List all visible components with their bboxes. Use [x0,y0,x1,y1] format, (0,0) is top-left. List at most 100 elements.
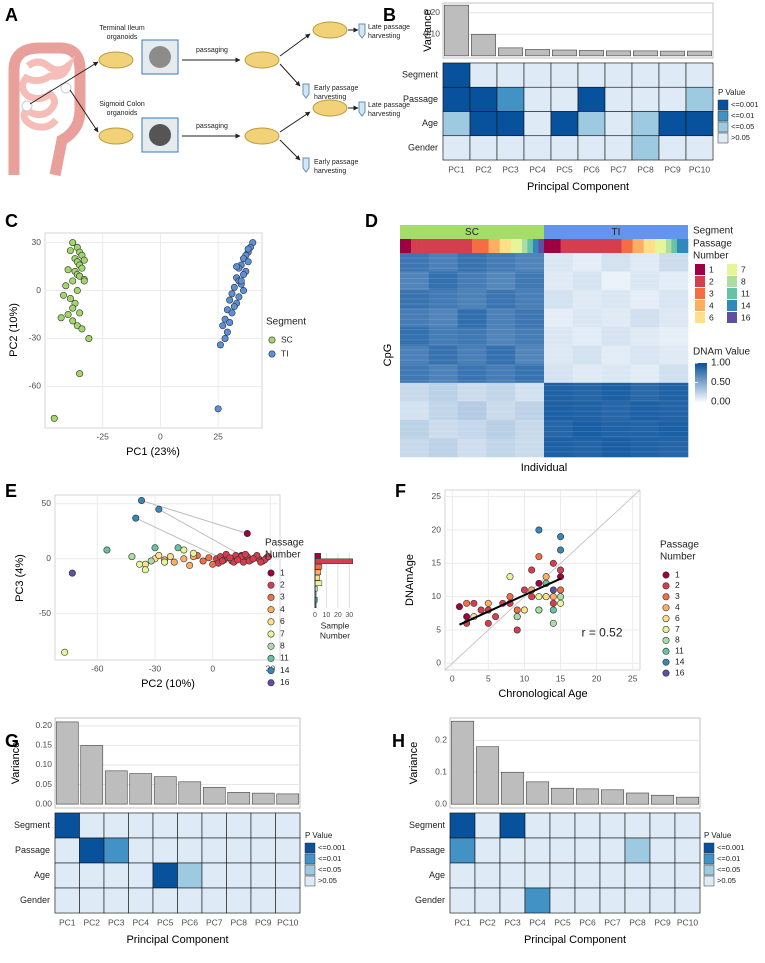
passage-cell [405,239,412,253]
bar [579,50,604,57]
point [180,546,188,554]
row-label: Segment [409,820,446,830]
passage-cell [427,239,434,253]
colorbar [695,363,707,402]
point [230,303,238,311]
point [228,309,236,317]
passage-cell [649,239,656,253]
point [230,283,238,291]
heatmap-cell [128,887,154,914]
heatmap-cell [177,837,203,864]
bar [178,781,202,805]
bar [104,770,128,805]
heatmap-cell [128,812,154,839]
heatmap-cell [428,345,458,365]
point [470,599,478,607]
heatmap-cell [103,837,129,864]
point [141,566,149,574]
passage-cell [643,239,650,253]
heatmap-cell [658,86,687,112]
segment-bar [544,225,688,239]
y-tick-label: 30 [32,237,42,247]
segment-label: TI [612,227,621,238]
label: Late passage [368,102,410,109]
heatmap-cell [649,837,676,864]
legend-title: P Value [305,831,333,840]
heatmap-cell [685,62,714,88]
bar [55,721,79,805]
heatmap-cell [457,253,487,272]
legend-label: <=0.05 [717,865,740,874]
bar [475,746,500,805]
point [180,555,188,563]
point [513,613,521,621]
annotation: r = 0.52 [582,625,623,639]
heatmap-cell [604,111,633,137]
point [189,549,197,557]
heatmap-cell [515,345,545,365]
point [240,271,248,279]
heatmap-cell [400,271,430,291]
y-tick-label: 0.05 [35,779,52,789]
legend-swatch [695,276,705,287]
bar [314,564,323,570]
legend-marker [267,593,275,601]
x-tick-label: PC3 [504,917,521,927]
label: Early passage [314,85,358,92]
heatmap-cell [630,290,660,309]
point [477,606,485,614]
y-tick-label: 0.20 [423,7,440,17]
heatmap-cell [544,290,574,309]
point [264,553,272,561]
organoid [149,124,171,146]
heatmap-cell [572,401,602,421]
heatmap-cell [599,887,626,914]
heatmap-cell [457,364,487,384]
legend-label: 11 [741,288,750,298]
passage-cell [444,239,451,253]
heatmap-cell [601,308,631,328]
heatmap-cell [275,862,301,889]
heatmap-cell [572,253,602,272]
heatmap-cell [177,812,203,839]
passage-cell [422,239,428,253]
heatmap-cell [428,290,458,309]
point [80,256,88,264]
heatmap-cell [54,887,80,914]
legend-marker [662,571,670,579]
heatmap-cell [428,327,458,347]
x-tick-label: 25 [628,673,638,683]
bar [550,787,575,805]
heatmap-cell [442,111,471,137]
heatmap-cell [515,271,545,291]
heatmap-cell [523,62,552,88]
tubes [302,23,366,173]
passage-cell [494,239,500,253]
passage-cell [555,239,561,253]
point [492,613,500,621]
x-tick-label: -30 [149,663,162,673]
link [135,517,223,560]
heatmap-cell [54,837,80,864]
heatmap-cell [685,111,714,137]
heatmap-cell [400,364,430,384]
passage-cell [438,239,445,253]
point [68,569,76,577]
point [535,593,543,601]
heatmap-cell [572,308,602,328]
passage-cell [483,239,489,253]
row-label: Segment [14,820,51,830]
point [235,293,243,301]
x-axis-label: Principal Component [527,181,629,193]
heatmap-cell [515,327,545,347]
heatmap-cell [486,345,516,365]
heatmap-cell [428,253,458,272]
heatmap-cell [457,382,487,402]
point [542,593,550,601]
passage-cell [505,239,512,253]
heatmap-cell [659,401,689,421]
heatmap-cell [544,345,574,365]
x-tick-label: 0 [210,663,215,673]
panel-label: G [5,731,19,751]
